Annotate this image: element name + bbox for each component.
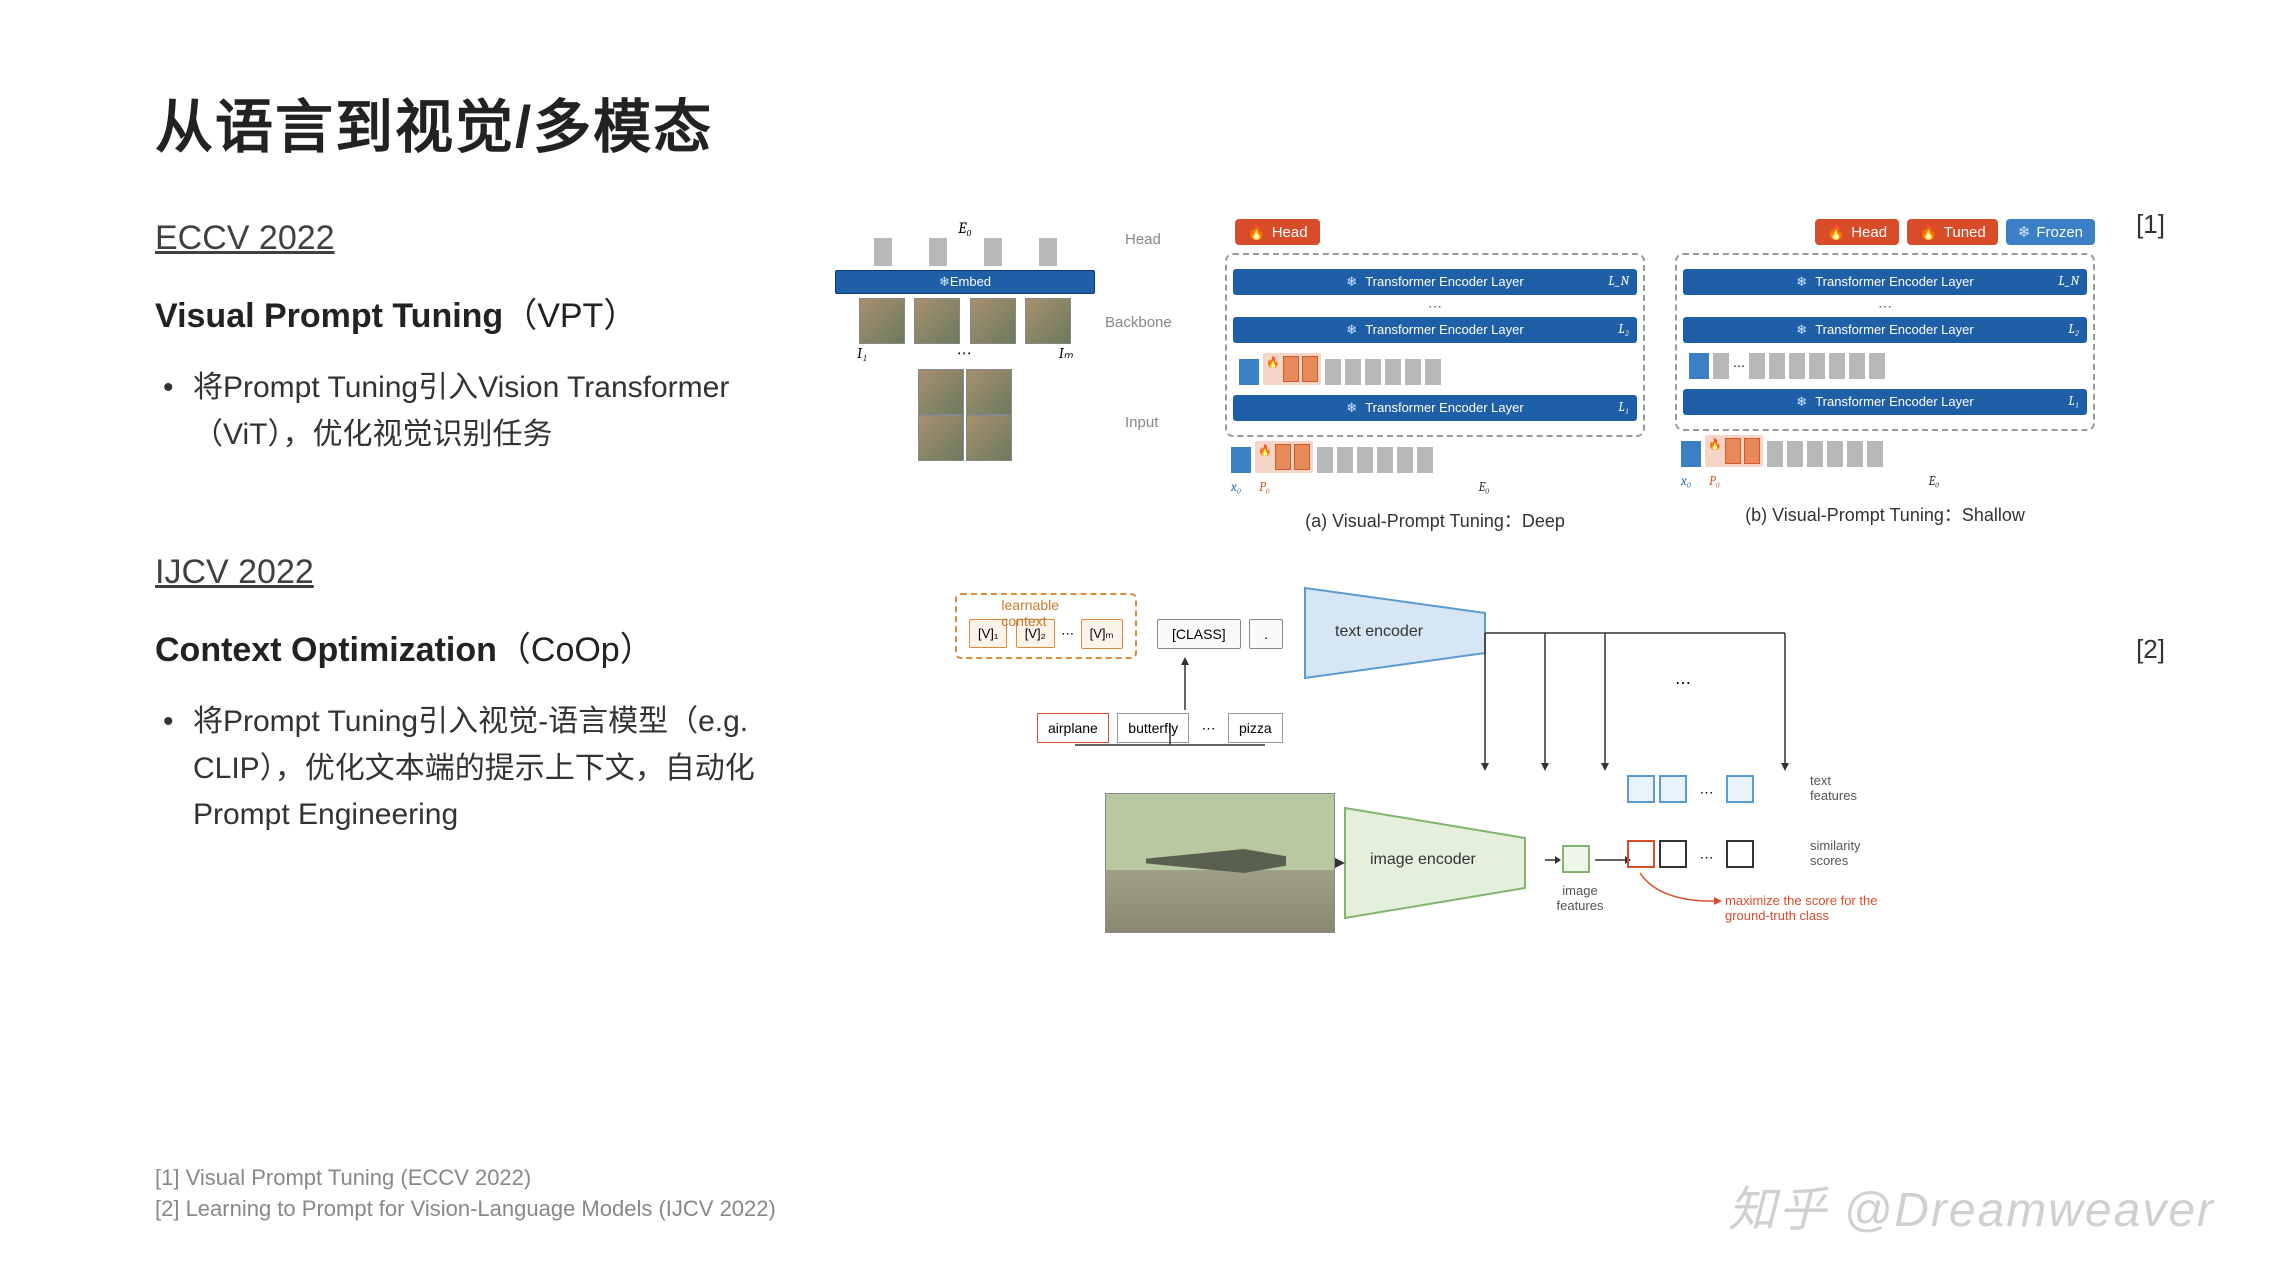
bullet-coop: 将Prompt Tuning引入视觉-语言模型（e.g. CLIP），优化文本端…: [155, 699, 795, 839]
watermark: 知乎 @Dreamweaver: [1728, 1170, 2215, 1240]
venue-ijcv: IJCV 2022: [155, 553, 795, 592]
slide-title: 从语言到视觉/多模态: [155, 80, 2165, 164]
method-title-vpt: Visual Prompt Tuning（VPT）: [155, 288, 795, 337]
left-text-column: ECCV 2022 Visual Prompt Tuning（VPT） 将Pro…: [155, 219, 795, 1033]
coop-diagram: learnable context [V]₁ [V]₂ ⋯ [V]ₘ [CLAS…: [955, 593, 2015, 1033]
bullet-vpt: 将Prompt Tuning引入Vision Transformer（ViT），…: [155, 365, 795, 458]
footnotes: [1] Visual Prompt Tuning (ECCV 2022) [2]…: [155, 1163, 776, 1225]
vpt-panel-deep: 🔥Head ❄Transformer Encoder LayerL_N ⋯ ❄T…: [1225, 219, 1645, 533]
vpt-architecture: Head Backbone Input 🔥Head ❄Transformer E…: [1125, 219, 2095, 533]
ref-tag-1: [1]: [2136, 209, 2165, 240]
ref-tag-2: [2]: [2136, 634, 2165, 665]
venue-eccv: ECCV 2022: [155, 219, 795, 258]
vpt-embed-diagram: E₀ ❄Embed I₁⋯Iₘ: [835, 219, 1095, 439]
method-title-coop: Context Optimization（CoOp）: [155, 622, 795, 671]
vpt-caption-b: (b) Visual-Prompt Tuning：Shallow: [1675, 501, 2095, 527]
vpt-caption-a: (a) Visual-Prompt Tuning：Deep: [1225, 507, 1645, 533]
coop-input-image: [1105, 793, 1335, 933]
vpt-panel-shallow: 🔥Head 🔥Tuned ❄Frozen ❄Transformer Encode…: [1675, 219, 2095, 533]
